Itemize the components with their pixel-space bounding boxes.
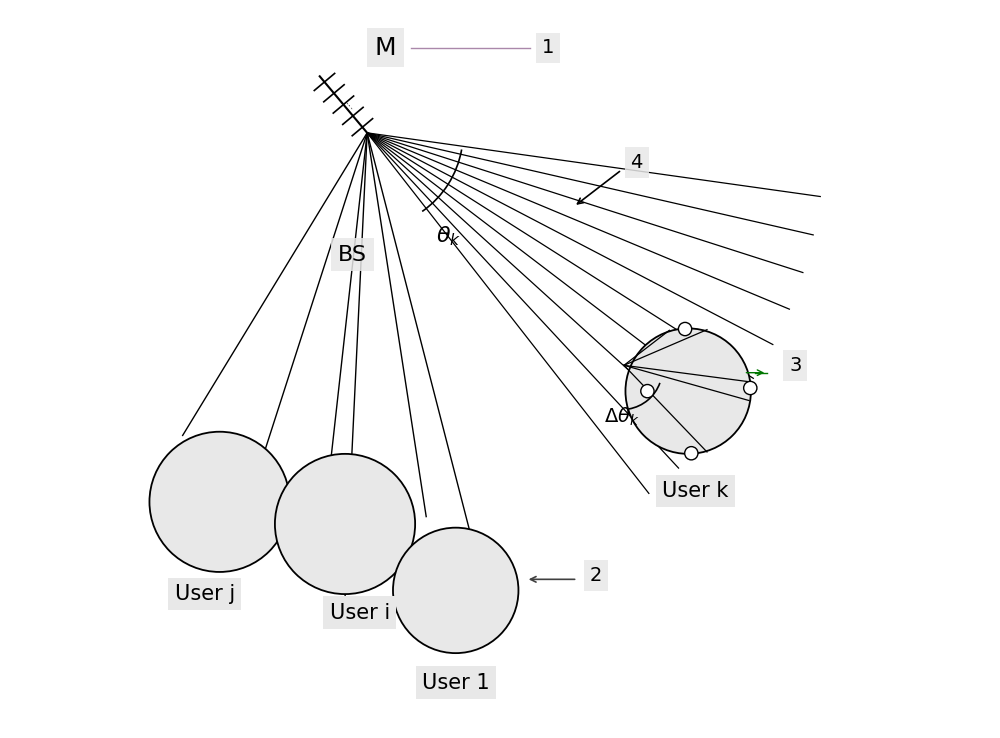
Text: User i: User i <box>330 602 390 623</box>
Circle shape <box>625 328 751 454</box>
Text: User j: User j <box>175 584 235 604</box>
Circle shape <box>275 454 415 594</box>
Circle shape <box>685 446 698 460</box>
Text: $\theta_k$: $\theta_k$ <box>436 224 461 248</box>
Text: User k: User k <box>662 480 729 501</box>
Circle shape <box>641 384 654 398</box>
Text: 4: 4 <box>630 153 643 172</box>
Text: 1: 1 <box>542 38 554 58</box>
Text: 3: 3 <box>789 356 801 375</box>
Text: 2: 2 <box>590 566 602 585</box>
Text: BS: BS <box>338 244 367 265</box>
Text: M: M <box>375 36 396 60</box>
Circle shape <box>744 382 757 395</box>
Circle shape <box>393 528 518 653</box>
Text: $\Delta\theta_k$: $\Delta\theta_k$ <box>604 406 640 428</box>
Text: User 1: User 1 <box>422 672 490 693</box>
Circle shape <box>149 432 290 572</box>
Text: ...: ... <box>343 98 358 113</box>
Circle shape <box>678 323 692 336</box>
